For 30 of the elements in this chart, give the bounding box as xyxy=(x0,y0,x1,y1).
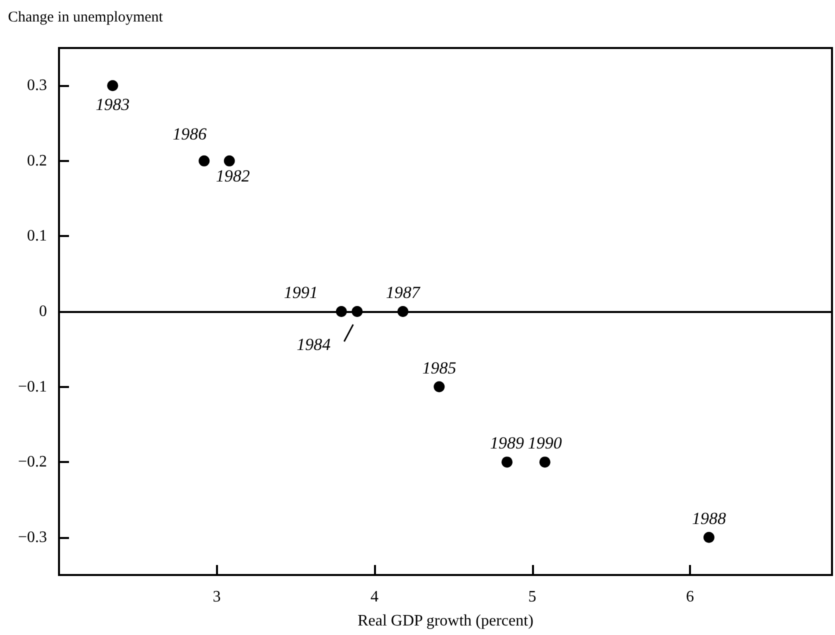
annotation: 1985 xyxy=(422,358,456,378)
annotation: 1988 xyxy=(692,508,726,528)
y-tick-label: 0.3 xyxy=(27,77,47,94)
y-tick-label: −0.2 xyxy=(18,454,47,471)
point xyxy=(107,80,118,92)
annotation: 1983 xyxy=(96,95,130,114)
point xyxy=(434,381,445,392)
y-tick-label: 0 xyxy=(39,303,47,320)
x-tick-label: 3 xyxy=(212,588,221,606)
x-axis-title: Real GDP growth (percent) xyxy=(358,612,534,630)
x-tick-label: 6 xyxy=(686,588,694,606)
point xyxy=(502,456,513,468)
annotation: 1986 xyxy=(172,124,208,144)
point xyxy=(703,532,714,543)
annotation: 1987 xyxy=(386,283,422,302)
annotation: 1990 xyxy=(528,434,562,453)
y-tick-label: −0.3 xyxy=(18,528,47,546)
x-tick-label: 4 xyxy=(370,588,379,606)
y-axis-title: Change in unemployment xyxy=(8,10,164,26)
y-tick-label: 0.2 xyxy=(27,152,47,170)
point xyxy=(224,155,235,166)
point xyxy=(539,456,550,468)
annotation: 1984 xyxy=(296,335,332,354)
x-tick-label: 5 xyxy=(528,588,536,606)
annotation: 1991 xyxy=(284,283,318,302)
annotation: 1989 xyxy=(490,434,525,453)
point xyxy=(198,155,210,166)
y-tick-label: 0.1 xyxy=(27,228,47,245)
y-tick-label: −0.1 xyxy=(18,378,47,396)
annotation: 1982 xyxy=(216,166,250,186)
